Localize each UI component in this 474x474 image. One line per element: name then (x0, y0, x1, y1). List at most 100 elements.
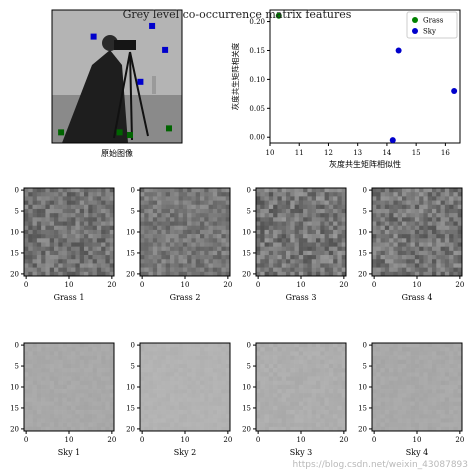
patch-pixel (49, 200, 55, 206)
patch-pixel (303, 188, 308, 193)
patch-pixel (264, 397, 270, 402)
patch-pixel (187, 422, 192, 428)
patch-pixel (71, 204, 76, 210)
patch-pixel (432, 225, 437, 231)
patch-pixel (28, 267, 33, 273)
patch-pixel (191, 380, 197, 386)
patch-pixel (58, 422, 63, 428)
patch-pixel (333, 347, 338, 352)
patch-pixel (28, 217, 33, 222)
patch-pixel (140, 359, 145, 365)
patch-xtick-label: 20 (223, 281, 232, 289)
patch-pixel (264, 242, 270, 247)
patch-pixel (311, 246, 317, 252)
patch-pixel (195, 217, 201, 222)
patch-pixel (45, 355, 51, 361)
patch-pixel (161, 363, 167, 369)
photo-cameraman-figure (62, 50, 128, 143)
patch-pixel (410, 271, 416, 277)
patch-pixel (436, 368, 441, 373)
patch-pixel (277, 225, 283, 231)
patch-ytick-label: 15 (126, 249, 135, 257)
patch-pixel (195, 229, 201, 235)
patch-pixel (337, 242, 343, 247)
patch-pixel (165, 221, 171, 227)
patch-pixel (66, 204, 72, 210)
patch-pixel (195, 263, 201, 268)
patch-pixel (148, 380, 154, 386)
patch-pixel (277, 213, 283, 218)
patch-pixel (161, 422, 167, 428)
patch-pixel (402, 422, 407, 428)
patch-pixel (109, 410, 115, 415)
patch-pixel (333, 234, 338, 239)
patch-pixel (148, 263, 154, 268)
patch-pixel (414, 192, 420, 197)
patch-pixel (376, 410, 381, 415)
patch-pixel (427, 397, 433, 402)
patch-pixel (277, 192, 283, 197)
patch-pixel (84, 263, 89, 268)
patch-pixel (376, 355, 381, 361)
patch-pixel (294, 192, 300, 197)
patch-pixel (109, 246, 115, 252)
patch-pixel (144, 372, 149, 377)
patch-pixel (41, 255, 46, 260)
patch-pixel (217, 355, 222, 361)
patch-pixel (440, 355, 446, 361)
patch-pixel (148, 225, 154, 231)
patch-pixel (410, 410, 416, 415)
patch-pixel (225, 242, 231, 247)
patch-pixel (152, 225, 158, 231)
patch-pixel (79, 188, 85, 193)
patch-pixel (406, 238, 411, 243)
patch-pixel (157, 410, 162, 415)
patch-pixel (92, 376, 98, 382)
patch-pixel (427, 263, 433, 268)
patch-pixel (320, 250, 325, 256)
patch-pixel (41, 401, 46, 407)
patch-pixel (303, 347, 308, 352)
patch-pixel (406, 271, 411, 277)
patch-pixel (294, 405, 300, 411)
patch-pixel (75, 250, 81, 256)
patch-pixel (457, 418, 463, 423)
patch-pixel (105, 255, 111, 260)
patch-pixel (49, 363, 55, 369)
patch-ytick-label: 15 (242, 249, 251, 257)
patch-pixel (62, 229, 68, 235)
patch-pixel (457, 401, 463, 407)
patch-pixel (307, 213, 313, 218)
patch-pixel (101, 347, 106, 352)
patch-pixel (256, 384, 261, 390)
patch-pixel (303, 217, 308, 222)
patch-pixel (423, 389, 429, 394)
patch-pixel (281, 397, 287, 402)
patch-pixel (419, 414, 424, 419)
patch-pixel (49, 410, 55, 415)
patch-pixel (316, 343, 321, 348)
patch-pixel (79, 422, 85, 428)
patch-pixel (449, 204, 454, 210)
patch-pixel (281, 393, 287, 398)
patch-pixel (286, 246, 291, 252)
photo-marker-grass (116, 129, 123, 136)
patch-pixel (170, 259, 175, 264)
photo-marker-sky (162, 46, 169, 53)
patch-pixel (277, 410, 283, 415)
patch-pixel (406, 355, 411, 361)
patch-pixel (174, 410, 179, 415)
patch-pixel (212, 376, 218, 382)
patch-pixel (273, 363, 278, 369)
patch-pixel (389, 263, 394, 268)
patch-pixel (75, 359, 81, 365)
patch-pixel (71, 384, 76, 390)
patch-pixel (66, 422, 72, 428)
patch-pixel (195, 368, 201, 373)
patch-pixel (414, 271, 420, 277)
patch-pixel (449, 225, 454, 231)
patch-pixel (277, 217, 283, 222)
patch-pixel (101, 259, 106, 264)
patch-pixel (144, 213, 149, 218)
patch-pixel (440, 418, 446, 423)
